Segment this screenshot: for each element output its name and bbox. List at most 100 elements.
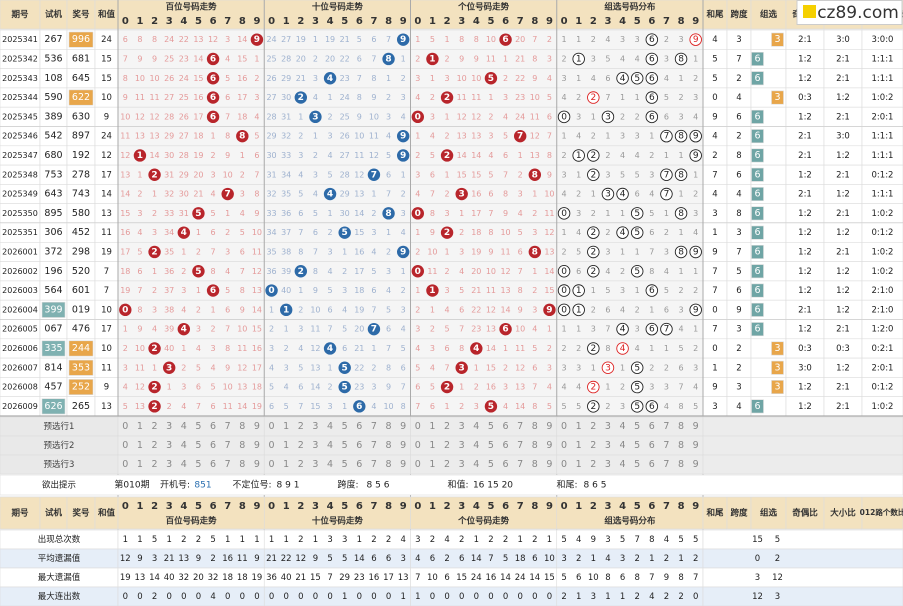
cell-text: 2	[371, 535, 376, 545]
cell-text: 3:0:0	[872, 35, 894, 45]
cell-text: 试机	[45, 9, 63, 20]
hit-ball	[367, 168, 381, 181]
cell-text: 335	[44, 343, 62, 354]
hit-ball	[206, 110, 220, 124]
cell-text: 1	[532, 190, 537, 199]
cell-text: 0	[283, 592, 288, 602]
cell-text: 1:1:1	[872, 54, 894, 64]
cell-text: 21	[515, 54, 525, 63]
cell-text: 2	[679, 93, 684, 102]
cell-text: 1	[225, 535, 230, 545]
cell-text: 28	[179, 151, 189, 160]
cell-text: 2	[152, 592, 157, 602]
cell-text: 32	[178, 573, 189, 583]
hit-ball	[382, 52, 395, 66]
cell-text: 0:1:2	[872, 383, 894, 393]
cell-text: 3	[328, 247, 333, 256]
cell-text: 3	[562, 170, 567, 179]
cell-text: 8	[678, 16, 685, 27]
cell-text: 4	[503, 112, 508, 121]
cell-text: 6	[430, 402, 435, 411]
cell-text: 预选行3	[44, 459, 75, 470]
cell-text: 4	[619, 16, 626, 27]
cell-text: 6	[210, 440, 216, 451]
cell-text: 6	[137, 267, 142, 276]
hit-ring	[630, 380, 644, 394]
cell-text: 2	[562, 247, 567, 256]
hit-ring	[557, 284, 571, 297]
cell-text: 6	[445, 344, 450, 353]
cell-text: 1	[386, 228, 391, 237]
cell-text: 5	[634, 421, 640, 432]
cell-text: 2025346	[2, 132, 38, 141]
cell-text: 4	[401, 325, 406, 334]
cell-text: 13	[544, 247, 554, 256]
cell-text: 1	[664, 151, 669, 160]
cell-text: 13	[486, 325, 496, 334]
cell-text: 9	[253, 16, 260, 27]
cell-text: 3	[547, 54, 552, 63]
cell-text: 和尾	[706, 508, 724, 519]
cell-text: 8	[678, 247, 684, 257]
cell-text: 15	[101, 54, 112, 64]
cell-text: 2	[444, 151, 450, 161]
cell-text: 组选号码分布	[604, 2, 656, 13]
cell-text: 11	[515, 344, 525, 353]
type-badge	[751, 167, 764, 182]
cell-text: 6	[648, 501, 655, 512]
cell-text: 2	[254, 74, 259, 83]
cell-text: 3	[605, 190, 611, 200]
cell-text: 0	[561, 459, 567, 470]
cell-text: 2	[620, 267, 625, 276]
cell-text: 851	[194, 481, 211, 491]
cell-text: 2	[196, 535, 201, 545]
cell-text: 8	[678, 459, 684, 470]
hit-ring	[645, 322, 659, 336]
cell-text: 1	[430, 305, 435, 314]
cell-text: 奇偶比	[792, 508, 818, 519]
cell-text: 1	[576, 440, 582, 451]
cell-text: 0	[712, 93, 717, 103]
cell-text: 2	[430, 535, 435, 545]
cell-text: 5	[634, 209, 640, 219]
cell-text: 7	[517, 440, 523, 451]
cell-text: 5	[415, 363, 420, 372]
cell-text: 1:0:2	[872, 267, 894, 277]
cell-text: 8	[137, 305, 142, 314]
cell-text: 29	[179, 170, 189, 179]
cell-text: 5	[562, 402, 567, 411]
cell-text: 7	[693, 573, 698, 583]
cell-text: 19	[120, 286, 130, 295]
cell-text: 2	[152, 440, 158, 451]
cell-text: 9	[400, 440, 406, 451]
cell-text: 5	[401, 344, 406, 353]
cell-text: 12	[354, 170, 364, 179]
cell-text: 5	[678, 535, 683, 545]
cell-text: 9	[225, 363, 230, 372]
cell-text: 2	[693, 554, 698, 564]
cell-text: 267	[44, 34, 62, 45]
cell-text: 9	[313, 286, 318, 295]
cell-text: 1	[342, 592, 347, 602]
cell-text: 6	[342, 344, 347, 353]
cell-text: 6	[210, 16, 217, 27]
cell-text: 1:2	[798, 209, 812, 219]
cell-text: 11	[120, 132, 130, 141]
cell-text: 6	[444, 573, 449, 583]
cell-text: 6	[210, 286, 216, 296]
cell-text: 3	[342, 535, 347, 545]
cell-text: 2	[371, 363, 376, 372]
cell-text: 3	[458, 501, 465, 512]
cell-text: 19	[252, 402, 262, 411]
cell-text: 2	[371, 209, 376, 218]
cell-text: 1	[283, 440, 289, 451]
cell-text: 2	[328, 112, 333, 121]
cell-text: 1	[283, 421, 289, 432]
cell-text: 18	[515, 554, 526, 564]
cell-text: 2	[401, 190, 406, 199]
cell-text: 5	[459, 286, 464, 295]
cell-text: 13	[237, 383, 247, 392]
type-badge	[771, 380, 784, 394]
cell-text: 5	[634, 440, 640, 451]
cell-text: 7	[532, 35, 537, 44]
